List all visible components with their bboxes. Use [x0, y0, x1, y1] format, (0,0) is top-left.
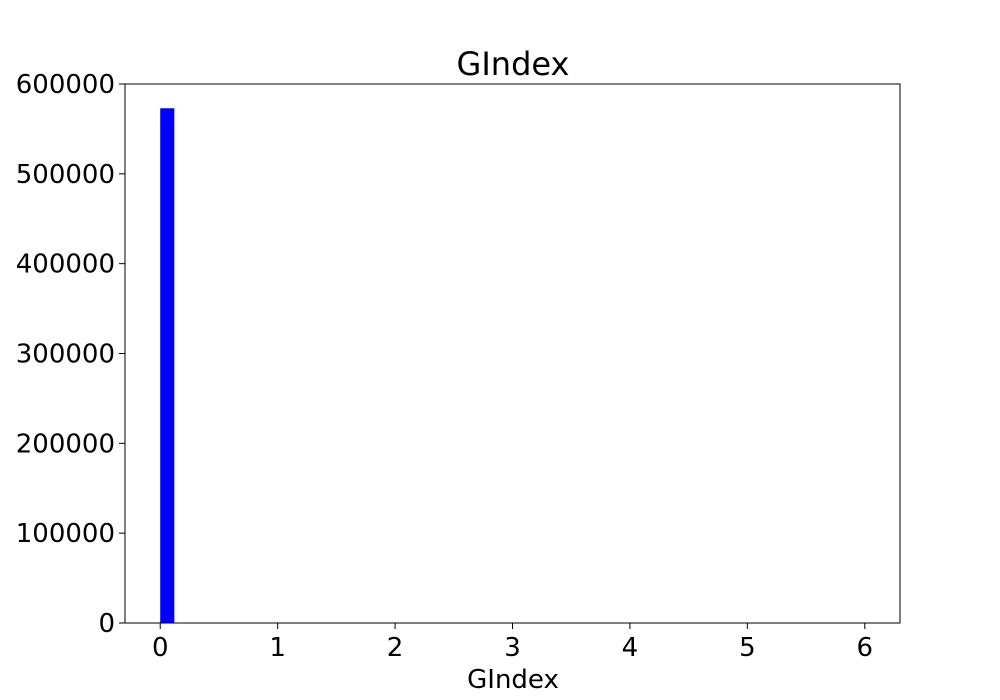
y-tick-label: 600000	[16, 70, 115, 100]
x-axis-label: GIndex	[467, 665, 559, 695]
chart-title: GIndex	[457, 45, 570, 83]
y-tick-label: 500000	[16, 160, 115, 190]
x-tick-label: 0	[152, 633, 169, 663]
bars-group	[160, 108, 174, 623]
plot-area-frame	[125, 84, 900, 623]
x-tick-label: 4	[622, 633, 639, 663]
y-tick-label: 200000	[16, 429, 115, 459]
x-tick-label: 5	[739, 633, 756, 663]
y-tick-label: 100000	[16, 519, 115, 549]
y-tick-label: 400000	[16, 250, 115, 280]
x-tick-label: 3	[504, 633, 521, 663]
x-tick-label: 2	[387, 633, 404, 663]
x-axis: 0 1 2 3 4 5 6	[152, 623, 873, 663]
y-axis: 0 100000 200000 300000 400000 500000 600000	[16, 70, 125, 639]
y-tick-label: 0	[98, 609, 115, 639]
x-tick-label: 1	[269, 633, 286, 663]
y-tick-label: 300000	[16, 340, 115, 370]
x-tick-label: 6	[856, 633, 873, 663]
bar-0	[160, 108, 174, 623]
